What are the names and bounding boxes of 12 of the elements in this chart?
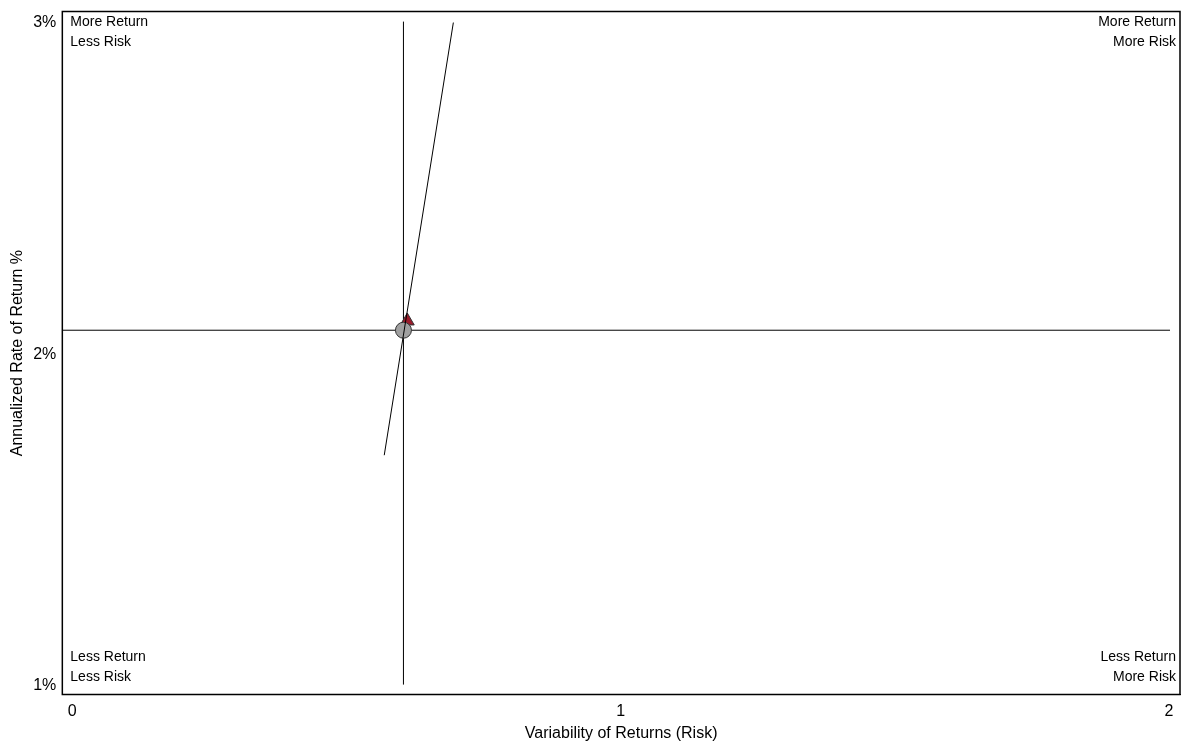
x-tick-label: 2 <box>1164 701 1174 719</box>
annotation: Less Return More Risk <box>1100 648 1177 685</box>
y-axis-title: Annualized Rate of Return % <box>8 249 26 457</box>
annotation: More Return Less Risk <box>70 13 149 50</box>
annotation: Less Return Less Risk <box>70 648 146 685</box>
y-tick-label: 2% <box>33 344 57 362</box>
y-tick-label: 3% <box>33 12 57 30</box>
x-tick-label: 1 <box>616 701 626 719</box>
annotation: More Return More Risk <box>1098 13 1177 50</box>
y-tick-label: 1% <box>33 676 57 694</box>
x-tick-label: 0 <box>67 701 77 719</box>
x-axis-title: Variability of Returns (Risk) <box>524 723 718 741</box>
